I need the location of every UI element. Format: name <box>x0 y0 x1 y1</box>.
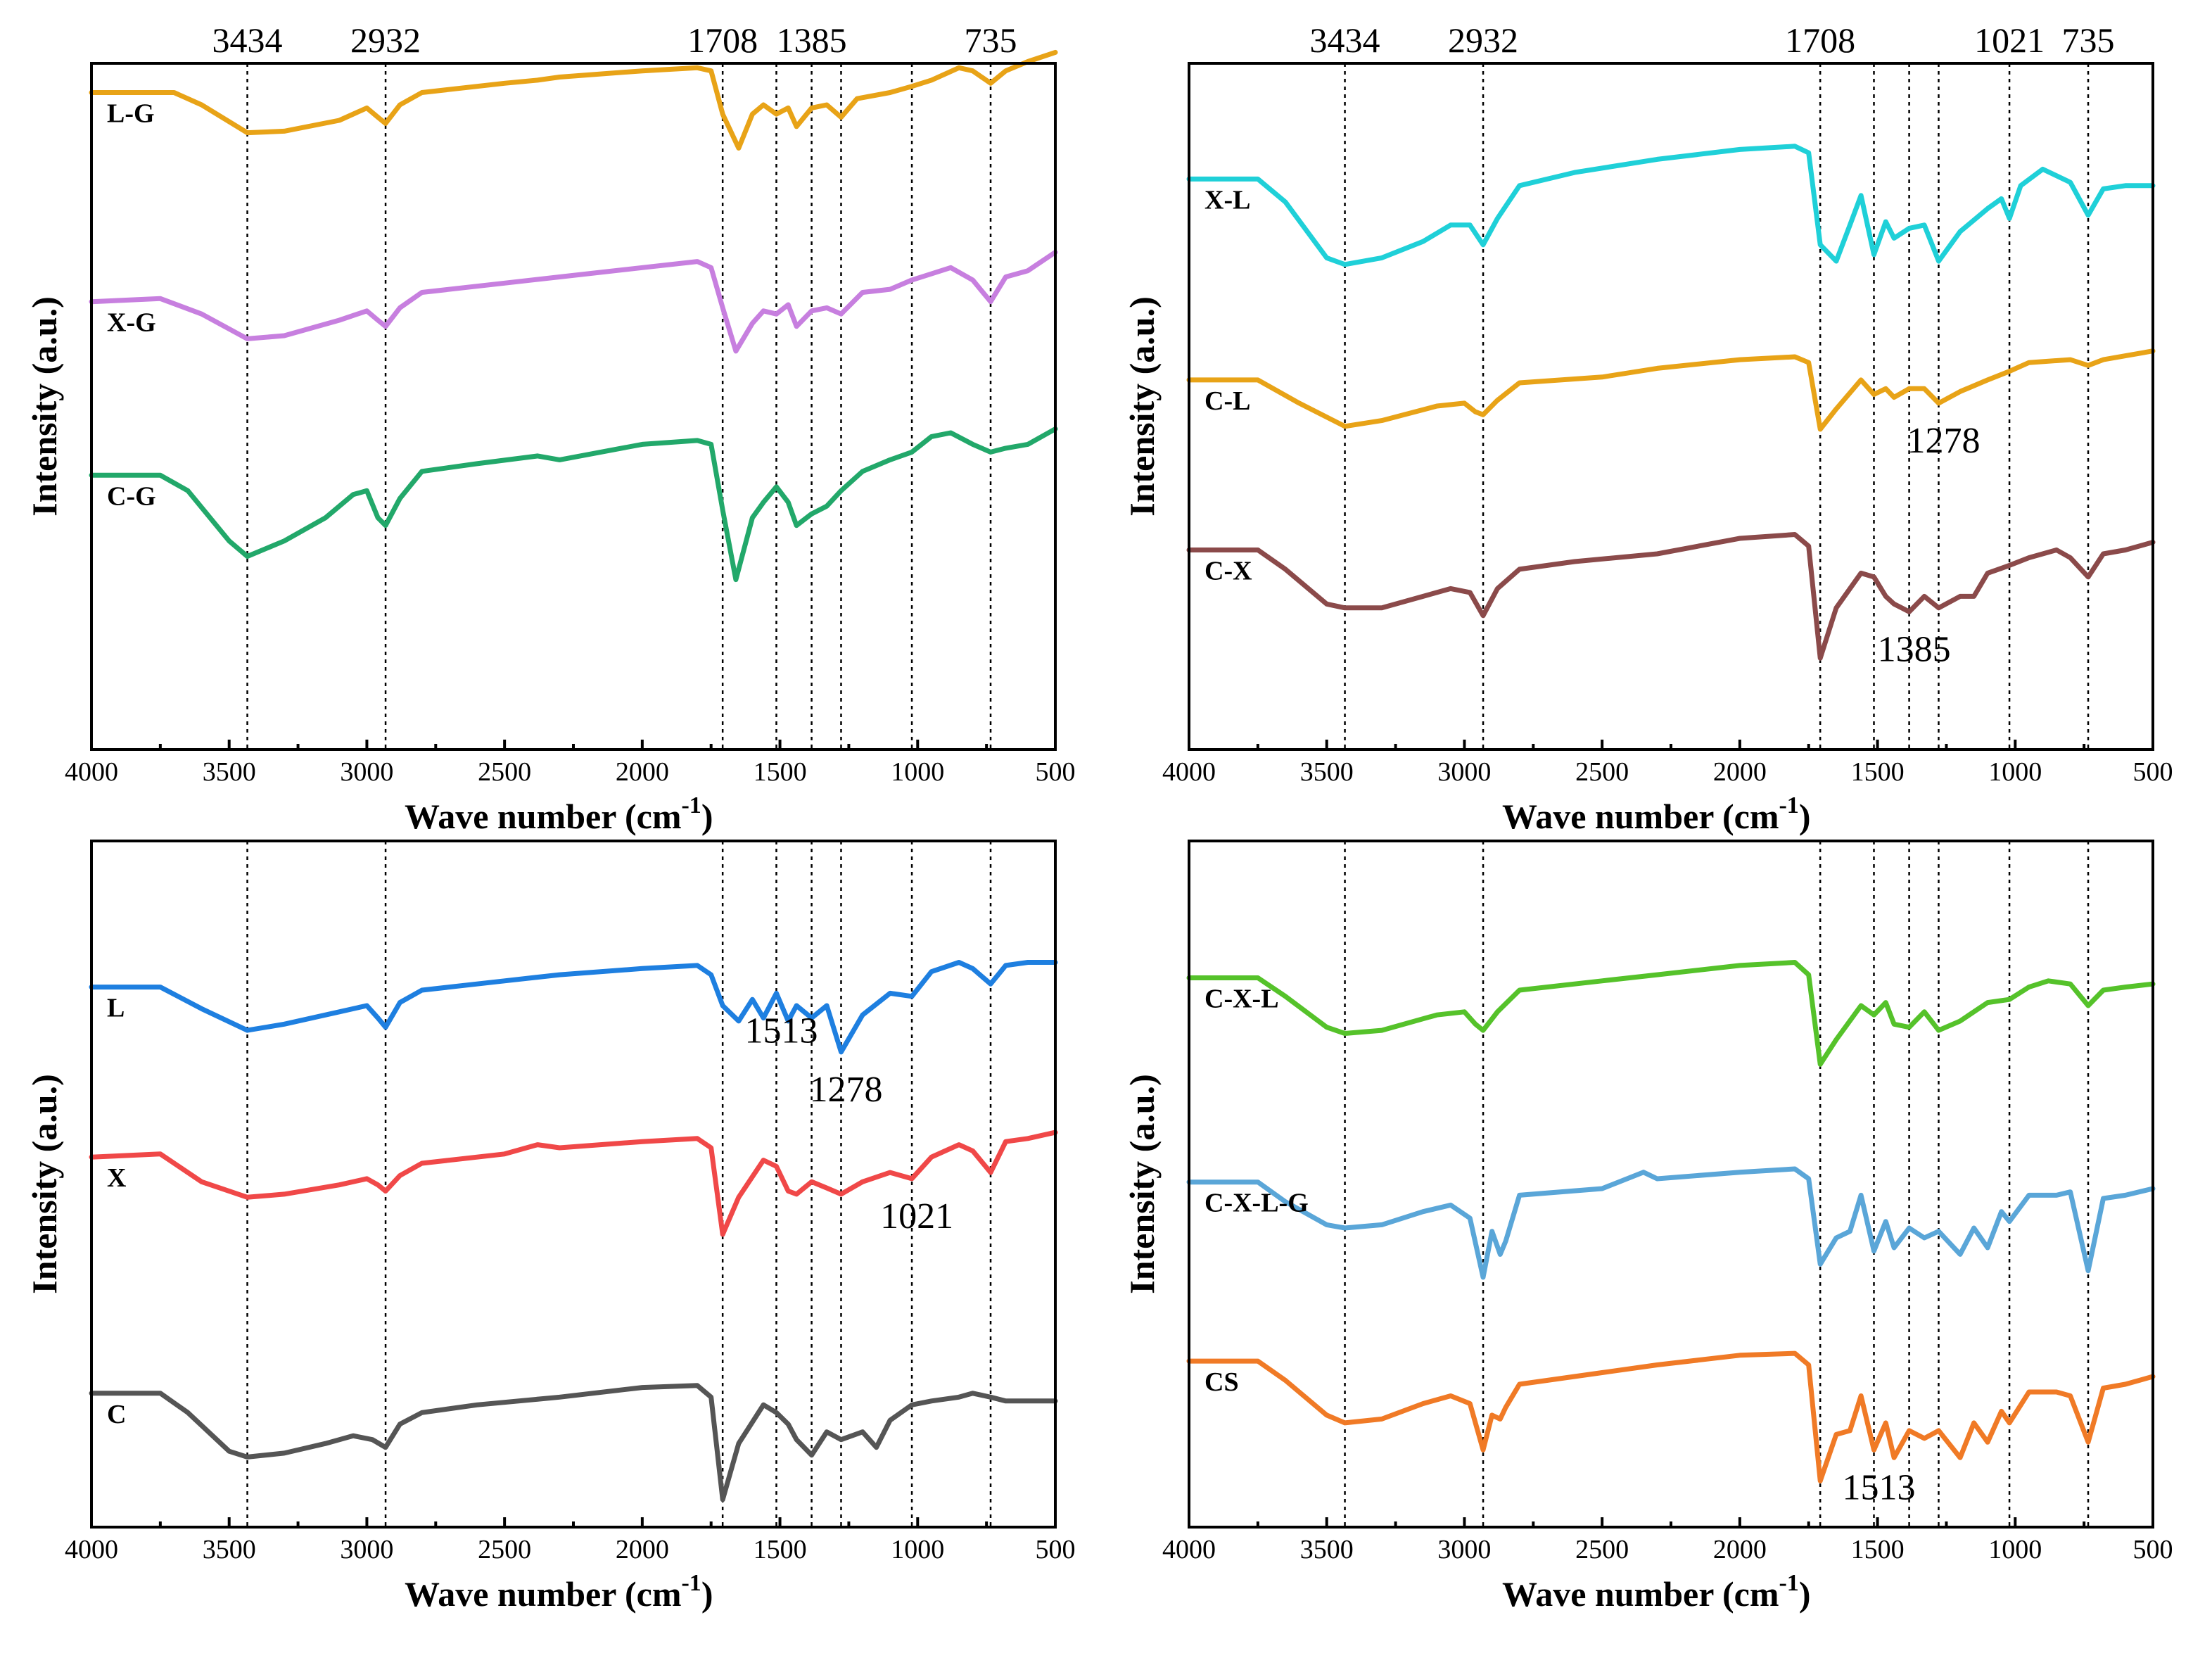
series-label-CS: CS <box>1204 1367 1239 1397</box>
x-tick-label-4000: 4000 <box>65 1535 118 1564</box>
x-axis-title: Wave number (cm-1) <box>405 1570 713 1614</box>
series-line-CS <box>1186 1350 2156 1483</box>
plot-frame <box>90 840 1057 1529</box>
x-tick-label-4000: 4000 <box>65 757 118 787</box>
x-tick-label-3000: 3000 <box>1437 757 1491 787</box>
peak-label-3434: 3434 <box>1310 20 1380 60</box>
x-tick-label-2000: 2000 <box>616 757 669 787</box>
x-tick-label-1000: 1000 <box>1988 757 2042 787</box>
x-tick-label-500: 500 <box>1036 1535 1076 1564</box>
x-tick-label-500: 500 <box>2133 1535 2173 1564</box>
series-label-C-X: C-X <box>1204 556 1252 586</box>
annotation-1385: 1385 <box>1878 629 1951 669</box>
x-tick-label-2500: 2500 <box>478 757 531 787</box>
x-axis-title: Wave number (cm-1) <box>1502 1570 1810 1614</box>
annotation-1278: 1278 <box>809 1070 882 1110</box>
chart-panel-top-right: X-L C-L C-X 4000 3500 3000 2500 2000 1500 1000 500… <box>1122 20 2173 836</box>
x-tick-label-3000: 3000 <box>1437 1535 1491 1564</box>
y-axis-title: Intensity (a.u.) <box>1122 296 1162 517</box>
x-tick-label-3000: 3000 <box>340 757 393 787</box>
series-label-X: X <box>107 1163 126 1193</box>
series-line-X-G <box>89 249 1058 354</box>
series-line-C-X <box>1186 532 2156 661</box>
plot-frame <box>90 62 1057 751</box>
annotation-1021: 1021 <box>880 1196 953 1236</box>
x-tick-label-2500: 2500 <box>1575 757 1629 787</box>
x-tick-label-2500: 2500 <box>1575 1535 1629 1564</box>
annotation-1513: 1513 <box>744 1011 818 1051</box>
x-tick-label-1500: 1500 <box>1851 757 1905 787</box>
x-tick-label-3500: 3500 <box>1300 757 1354 787</box>
series-label-C: C <box>107 1400 126 1429</box>
annotation-1513: 1513 <box>1842 1467 1915 1507</box>
x-tick-label-500: 500 <box>2133 757 2173 787</box>
y-axis-title: Intensity (a.u.) <box>25 296 64 517</box>
peak-label-1708: 1708 <box>687 20 758 60</box>
plot-frame <box>1188 62 2154 751</box>
x-tick-label-2000: 2000 <box>1713 757 1767 787</box>
peak-label-735: 735 <box>965 20 1017 60</box>
x-tick-label-1000: 1000 <box>891 757 944 787</box>
series-label-C-X-L: C-X-L <box>1204 984 1279 1013</box>
x-tick-label-1500: 1500 <box>754 1535 807 1564</box>
series-label-L-G: L-G <box>107 99 155 128</box>
peak-label-1385: 1385 <box>777 20 847 60</box>
series-line-L-G <box>89 49 1058 151</box>
series-line-L <box>89 960 1058 1055</box>
x-tick-label-2000: 2000 <box>1713 1535 1767 1564</box>
x-axis-title: Wave number (cm-1) <box>1502 792 1810 836</box>
peak-label-2932: 2932 <box>1448 20 1518 60</box>
x-tick-label-3500: 3500 <box>203 757 256 787</box>
x-tick-label-2500: 2500 <box>478 1535 531 1564</box>
peak-label-1021: 1021 <box>1974 20 2045 60</box>
x-tick-label-1000: 1000 <box>1988 1535 2042 1564</box>
series-label-C-L: C-L <box>1204 386 1250 416</box>
peak-label-1708: 1708 <box>1785 20 1855 60</box>
x-tick-label-3000: 3000 <box>340 1535 393 1564</box>
series-label-C-G: C-G <box>107 481 156 511</box>
chart-panel-bottom-left: L X C 4000 3500 3000 2500 2000 1500 1000 500 1513 12… <box>25 840 1076 1614</box>
annotation-1278: 1278 <box>1907 421 1980 461</box>
series-line-C-G <box>89 426 1058 583</box>
series-label-X-L: X-L <box>1204 185 1250 215</box>
x-tick-label-4000: 4000 <box>1162 757 1216 787</box>
series-line-X-L <box>1186 144 2156 267</box>
x-tick-label-2000: 2000 <box>616 1535 669 1564</box>
chart-panel-top-left: L-G X-G C-G 4000 3500 3000 2500 2000 1500 1000 500… <box>25 20 1076 836</box>
series-label-L: L <box>107 994 125 1023</box>
x-tick-label-3500: 3500 <box>1300 1535 1354 1564</box>
x-tick-label-1500: 1500 <box>754 757 807 787</box>
x-tick-label-4000: 4000 <box>1162 1535 1216 1564</box>
series-label-X-G: X-G <box>107 308 156 338</box>
x-axis-title: Wave number (cm-1) <box>405 792 713 836</box>
x-tick-label-1000: 1000 <box>891 1535 944 1564</box>
peak-label-735: 735 <box>2062 20 2115 60</box>
series-line-C-X-L-G <box>1186 1166 2156 1280</box>
peak-label-3434: 3434 <box>212 20 283 60</box>
x-tick-label-3500: 3500 <box>203 1535 256 1564</box>
x-tick-label-1500: 1500 <box>1851 1535 1905 1564</box>
series-line-C-L <box>1186 348 2156 432</box>
y-axis-title: Intensity (a.u.) <box>1122 1074 1162 1294</box>
series-line-X <box>89 1129 1058 1237</box>
series-line-C-X-L <box>1186 960 2156 1067</box>
y-axis-title: Intensity (a.u.) <box>25 1074 64 1294</box>
x-tick-label-500: 500 <box>1036 757 1076 787</box>
series-label-C-X-L-G: C-X-L-G <box>1204 1189 1309 1218</box>
chart-panel-bottom-right: C-X-L C-X-L-G CS 4000 3500 3000 2500 2000 1500 10… <box>1122 840 2173 1614</box>
series-line-C <box>89 1383 1058 1502</box>
peak-label-2932: 2932 <box>350 20 421 60</box>
